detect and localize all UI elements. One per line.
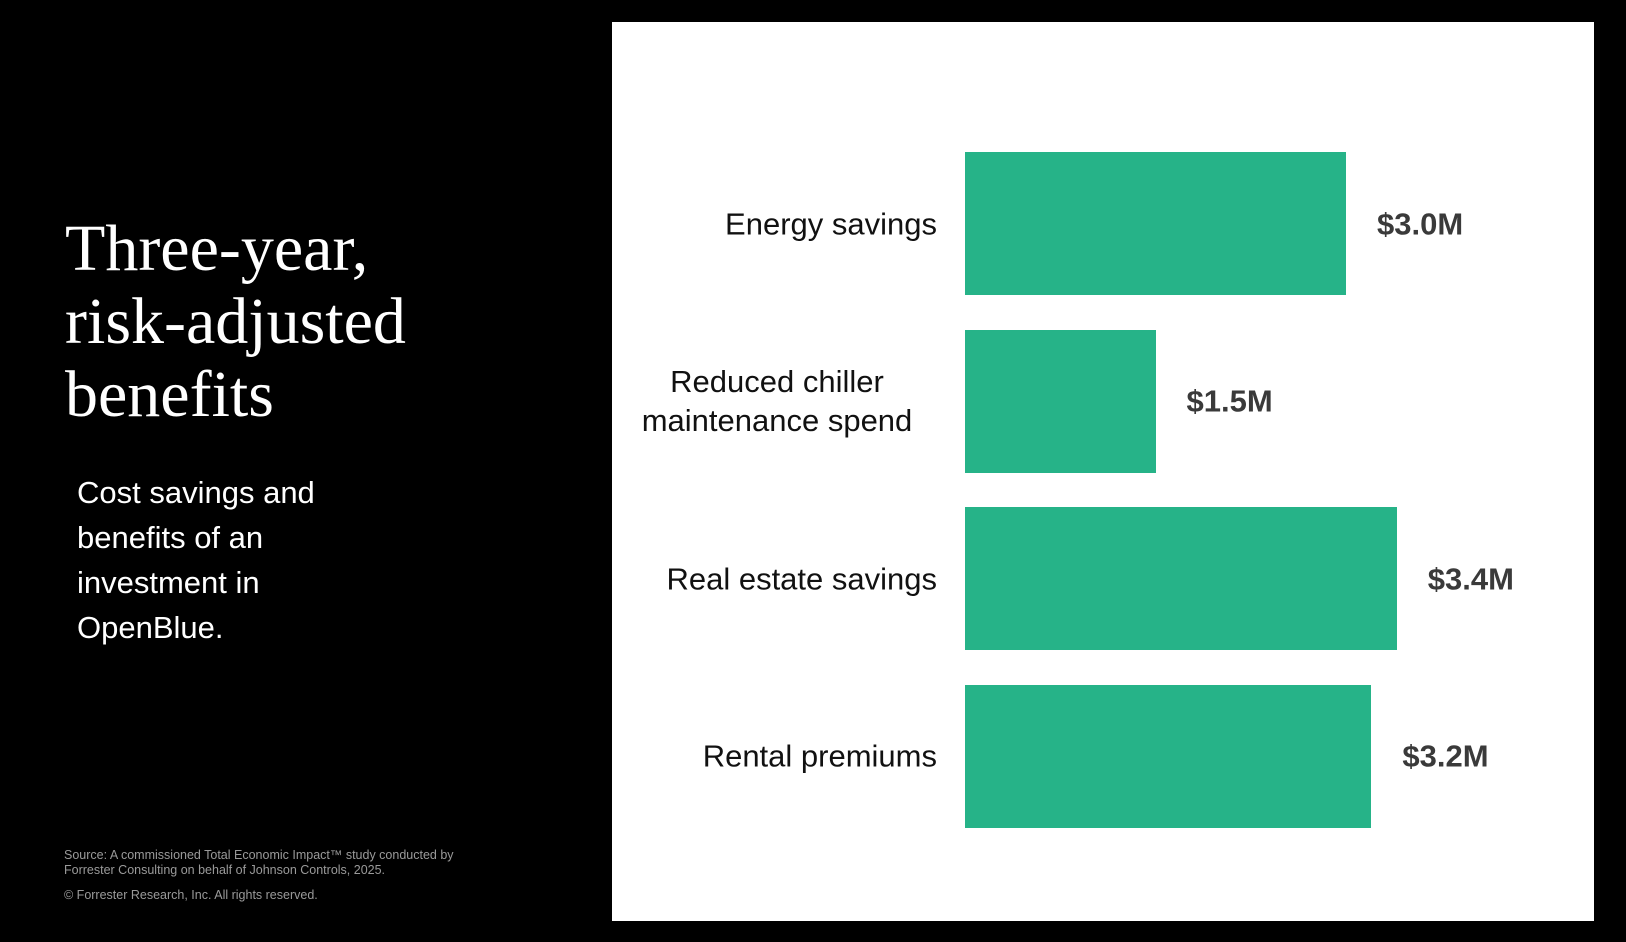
source-note: Source: A commissioned Total Economic Im…: [64, 848, 454, 877]
category-label: Reduced chiller maintenance spend: [617, 362, 937, 440]
value-label: $3.2M: [1402, 738, 1489, 774]
title: Three-year, risk-adjusted benefits: [65, 212, 406, 431]
value-label: $1.5M: [1186, 383, 1273, 419]
category-label: Real estate savings: [617, 559, 937, 598]
category-label: Energy savings: [617, 204, 937, 243]
category-text: Energy savings: [725, 206, 937, 241]
copyright: © Forrester Research, Inc. All rights re…: [64, 888, 318, 902]
subtitle: Cost savings and benefits of an investme…: [77, 475, 315, 645]
bar: [965, 152, 1346, 295]
category-text: Rental premiums: [702, 738, 937, 774]
category-label: Rental premiums: [617, 737, 937, 776]
value-label: $3.0M: [1377, 206, 1464, 241]
value-label: $3.4M: [1427, 561, 1514, 596]
bar: [965, 507, 1397, 650]
category-text: Reduced chiller maintenance spend: [641, 364, 913, 438]
bar: [965, 684, 1372, 828]
bar: [965, 329, 1156, 473]
chart-panel: Energy savings $3.0M Reduced chiller maint…: [612, 22, 1594, 921]
category-text: Real estate savings: [666, 561, 937, 596]
